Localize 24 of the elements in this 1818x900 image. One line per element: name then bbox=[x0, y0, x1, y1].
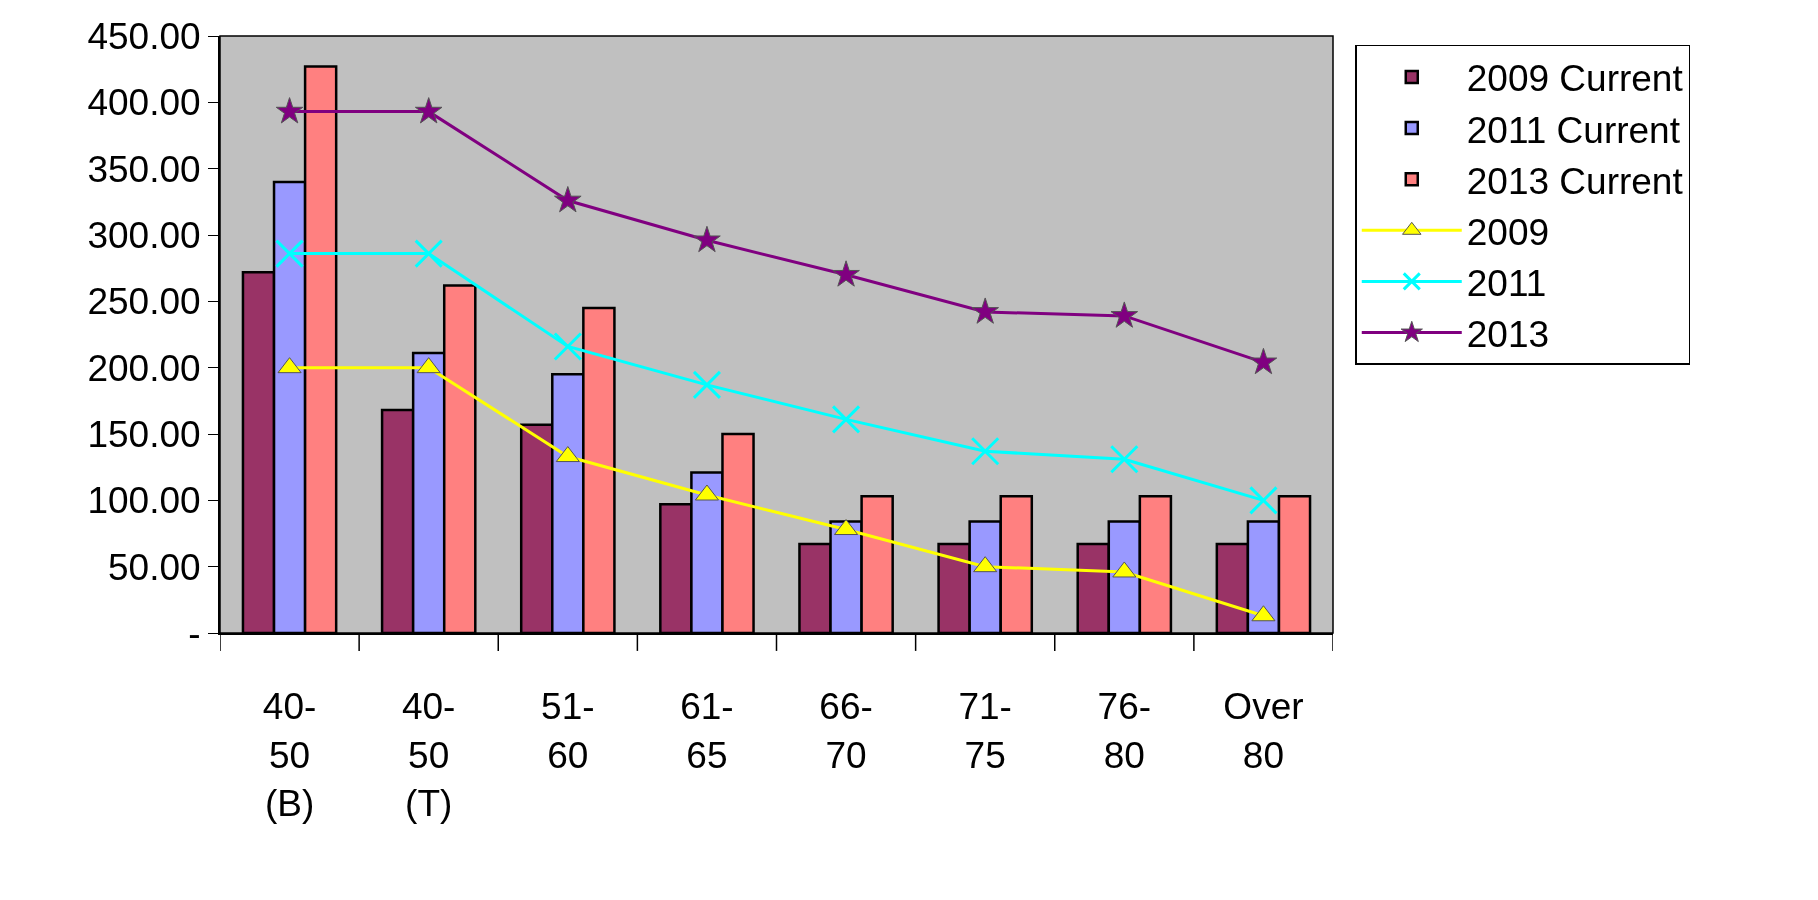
x-tick-label: 61-65 bbox=[680, 686, 734, 776]
legend-label: 2013 bbox=[1466, 313, 1550, 355]
x-tick-label: 66-70 bbox=[819, 686, 873, 776]
y-tick-label: 250.00 bbox=[87, 281, 201, 323]
legend-label: 2009 Current bbox=[1466, 58, 1684, 100]
y-tick-label: 50.00 bbox=[108, 546, 201, 588]
y-tick-label: 350.00 bbox=[87, 148, 201, 190]
legend-label: 2009 bbox=[1466, 211, 1550, 253]
x-tick-label: 76-80 bbox=[1097, 686, 1152, 776]
y-tick-label: 150.00 bbox=[87, 413, 201, 455]
x-tick-label: 40-50 (B) bbox=[262, 686, 317, 824]
y-tick-label: 400.00 bbox=[87, 82, 201, 124]
legend-label: 2011 Current bbox=[1466, 109, 1681, 151]
x-tick-label: Over 80 bbox=[1223, 686, 1304, 776]
y-tick-label: 450.00 bbox=[87, 15, 201, 57]
y-tick-label: 300.00 bbox=[87, 214, 201, 256]
x-tick-label: 51-60 bbox=[541, 686, 595, 776]
x-tick-label: 40-50 (T) bbox=[401, 686, 456, 824]
y-tick-label: - bbox=[188, 612, 201, 654]
legend-label: 2011 bbox=[1466, 262, 1547, 304]
x-tick-label: 71-75 bbox=[958, 686, 1012, 776]
y-tick-label: 200.00 bbox=[87, 347, 201, 389]
legend-label: 2013 Current bbox=[1466, 160, 1684, 202]
y-tick-label: 100.00 bbox=[87, 480, 201, 522]
